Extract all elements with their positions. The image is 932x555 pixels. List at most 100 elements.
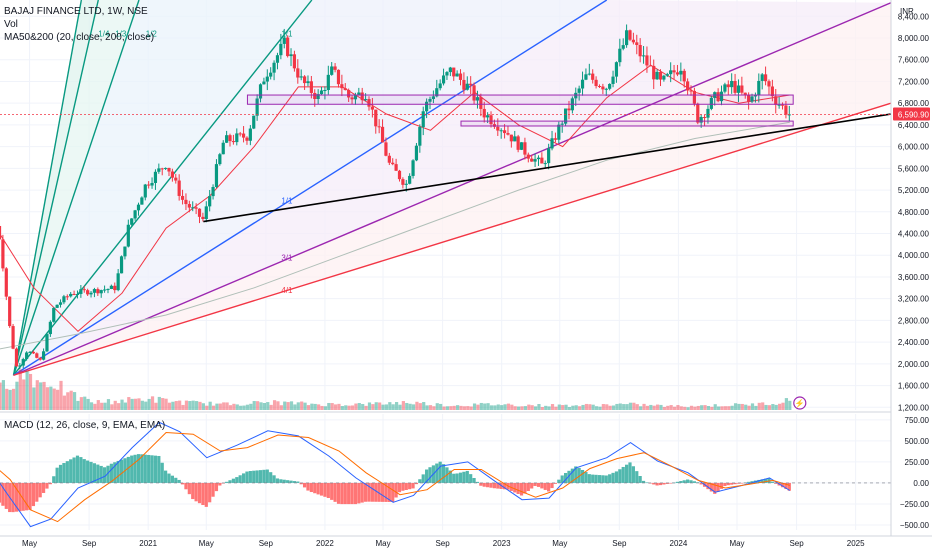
candle-body xyxy=(411,160,415,176)
volume-bar xyxy=(113,400,117,410)
macd-histogram-bar xyxy=(157,455,161,483)
price-series xyxy=(0,24,791,369)
candle-body xyxy=(462,79,466,90)
volume-bar xyxy=(778,403,782,410)
volume-bar xyxy=(554,406,558,410)
macd-histogram-bar xyxy=(787,482,791,491)
volume-bar xyxy=(208,401,212,410)
macd-histogram-bar xyxy=(96,464,100,483)
macd-histogram-bar xyxy=(475,481,480,483)
time-tick-label: 2021 xyxy=(139,539,157,548)
macd-histogram-bar xyxy=(255,470,259,483)
macd-histogram-bar xyxy=(75,455,80,483)
volume-bar xyxy=(608,405,612,410)
macd-histogram-bar xyxy=(523,482,527,494)
volume-bar xyxy=(628,402,633,410)
candle-body xyxy=(723,84,727,92)
macd-histogram-bar xyxy=(418,479,422,483)
ma-legend[interactable]: MA50&200 (20, close, 200, close) xyxy=(4,32,155,43)
volume-bar xyxy=(22,379,26,410)
volume-bar xyxy=(632,402,636,410)
volume-bar xyxy=(489,405,494,410)
macd-histogram-bar xyxy=(269,472,273,483)
volume-bar xyxy=(28,373,33,410)
candle-body xyxy=(133,210,137,219)
macd-histogram-bar xyxy=(675,481,680,483)
macd-histogram-bar xyxy=(780,482,785,488)
volume-bar xyxy=(150,396,155,410)
price-tick-label: 3,200.00 xyxy=(898,295,930,304)
candle-body xyxy=(686,81,690,91)
volume-bar xyxy=(59,380,63,410)
time-tick-label: Sep xyxy=(612,539,627,548)
macd-histogram-bar xyxy=(452,473,456,483)
macd-histogram-bar xyxy=(645,482,649,484)
candle-body xyxy=(35,353,39,358)
candle-body xyxy=(241,133,246,138)
volume-bar xyxy=(405,402,409,410)
gann-fan[interactable]: 1/4 1/3 1/2 1/1 1/1 3/1 4/1 xyxy=(12,0,891,376)
macd-histogram-bar xyxy=(208,482,212,503)
price-tick-label: 8,000.00 xyxy=(898,34,930,43)
volume-bar xyxy=(188,401,192,410)
volume-bar xyxy=(391,404,395,410)
symbol-title[interactable]: BAJAJ FINANCE LTD, 1W, NSE xyxy=(4,6,148,17)
candle-body xyxy=(360,92,364,101)
macd-histogram-bar xyxy=(370,482,374,502)
candle-body xyxy=(306,81,310,84)
price-tick-label: 2,800.00 xyxy=(898,316,930,325)
volume-bar xyxy=(69,390,73,410)
volume-bar xyxy=(252,401,256,410)
candle-body xyxy=(672,70,676,73)
candle-body xyxy=(299,76,303,78)
macd-histogram-bar xyxy=(767,478,771,483)
macd-legend[interactable]: MACD (12, 26, close, 9, EMA, EMA) xyxy=(4,420,166,431)
candle-body xyxy=(225,135,229,143)
macd-tick-label: 750.00 xyxy=(905,416,930,425)
candle-body xyxy=(706,108,710,118)
volume-legend[interactable]: Vol xyxy=(4,19,18,30)
volume-bar xyxy=(266,402,270,410)
volume-bar xyxy=(625,404,629,410)
fan-label: 4/1 xyxy=(281,286,293,295)
time-tick-label: 2025 xyxy=(847,539,865,548)
volume-bar xyxy=(727,406,731,410)
volume-bar xyxy=(598,406,602,410)
volume-bar xyxy=(605,404,609,410)
macd-histogram-bar xyxy=(306,482,310,491)
candle-body xyxy=(79,289,83,294)
price-tick-label: 5,600.00 xyxy=(898,164,930,173)
volume-bars xyxy=(0,369,792,410)
candle-body xyxy=(577,88,581,93)
drawings[interactable]: ⚡ xyxy=(0,94,891,410)
macd-histogram-bar xyxy=(611,472,615,483)
candle-body xyxy=(397,170,402,180)
macd-histogram-bar xyxy=(55,467,59,483)
macd-histogram-bar xyxy=(218,482,222,486)
candle-body xyxy=(425,101,429,112)
macd-histogram-bar xyxy=(669,482,673,484)
candle-body xyxy=(726,84,730,88)
macd-histogram-bar xyxy=(655,482,659,486)
candle-body xyxy=(536,157,541,160)
volume-bar xyxy=(737,403,741,410)
candle-body xyxy=(221,142,225,155)
candle-body xyxy=(201,216,205,219)
macd-histogram-bar xyxy=(441,464,446,483)
macd-histogram-bar xyxy=(553,482,558,484)
macd-histogram-bar xyxy=(730,482,734,485)
price-tick-label: 5,200.00 xyxy=(898,186,930,195)
volume-bar xyxy=(611,405,616,410)
macd-histogram-bar xyxy=(126,456,130,483)
macd-histogram-bar xyxy=(421,474,425,483)
volume-bar xyxy=(550,404,555,410)
macd-tick-label: −500.00 xyxy=(900,521,930,530)
candle-body xyxy=(8,296,12,327)
volume-bar xyxy=(445,406,450,410)
volume-bar xyxy=(544,405,548,410)
macd-histogram-bar xyxy=(628,462,632,483)
macd-histogram-bar xyxy=(377,482,381,502)
candle-body xyxy=(302,76,307,84)
